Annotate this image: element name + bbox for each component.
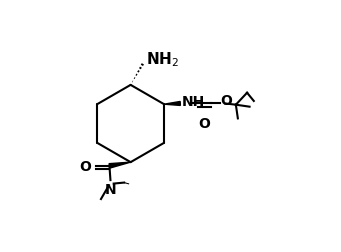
Text: O: O: [79, 160, 91, 174]
Text: NH: NH: [181, 95, 205, 109]
Polygon shape: [164, 102, 180, 105]
Text: N: N: [105, 182, 116, 197]
Polygon shape: [109, 162, 131, 168]
Text: O: O: [199, 117, 210, 131]
Text: O: O: [220, 94, 232, 108]
Text: NH$_2$: NH$_2$: [146, 51, 179, 69]
